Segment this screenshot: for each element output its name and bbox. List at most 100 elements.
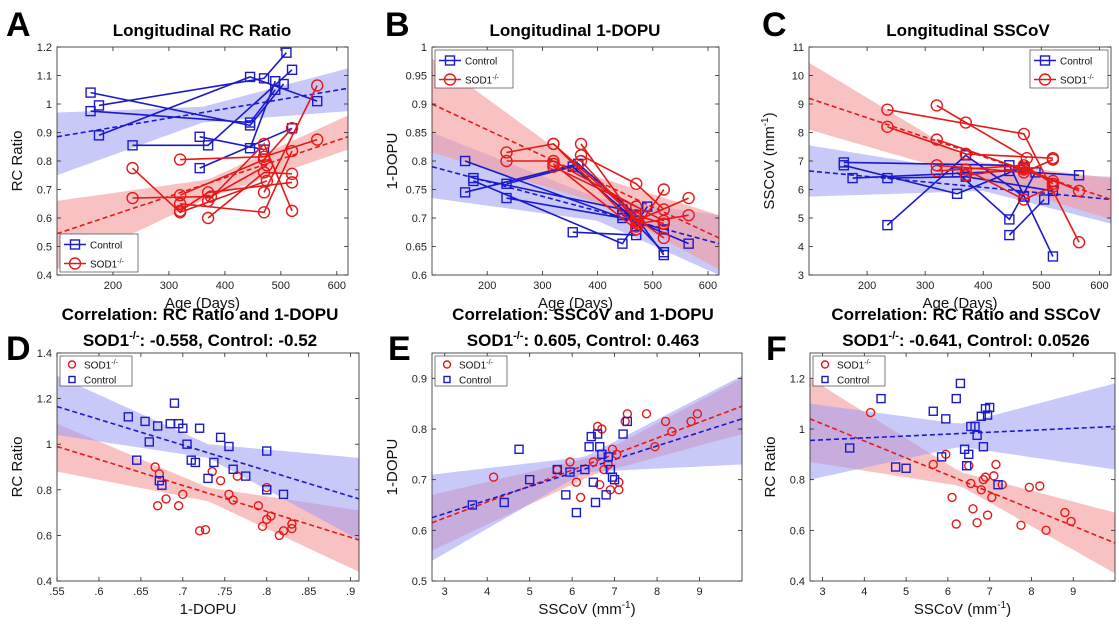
data-point-control — [951, 188, 963, 199]
data-point-control — [258, 73, 270, 84]
data-point-control — [607, 472, 618, 482]
data-point-control — [1004, 229, 1015, 241]
chart-title: Correlation: SSCoV and 1-DOPU — [452, 305, 714, 324]
data-point-control — [588, 477, 599, 487]
y-tick-label: 0.95 — [406, 71, 427, 83]
subject-line-sod1 — [887, 108, 1080, 243]
x-axis-label-text: Age (Days) — [165, 295, 240, 312]
trend-line-control — [432, 418, 742, 519]
x-tick-label: 3 — [442, 586, 448, 598]
x-axis-label: Age (Days) — [538, 295, 613, 312]
x-tick-label: 600 — [699, 280, 717, 292]
subject-line-control — [1008, 198, 1045, 236]
data-point-sod1 — [201, 194, 215, 208]
subtitle-text: : -0.641, Control: 0.0526 — [899, 331, 1090, 350]
data-point-sod1 — [575, 492, 586, 503]
y-tick-label: 0.65 — [406, 242, 427, 254]
legend-label-sod1: SOD1-/- — [837, 360, 872, 372]
data-point-sod1 — [1041, 525, 1051, 536]
data-point-sod1 — [126, 161, 139, 175]
y-tick-label: 1.2 — [37, 42, 52, 54]
x-axis-label-text: 1-DOPU — [180, 601, 237, 618]
data-point-control — [501, 178, 512, 190]
subtitle-prefix: SOD1 — [83, 331, 129, 350]
data-point-sod1 — [1017, 193, 1031, 206]
data-point-sod1 — [620, 416, 630, 427]
y-tick-label: 0.6 — [37, 530, 52, 542]
subject-line-control — [90, 89, 276, 124]
y-tick-label: 0.7 — [412, 475, 427, 487]
trend-line-sod1 — [57, 445, 359, 541]
data-point-sod1 — [1046, 180, 1060, 193]
data-point-sod1 — [574, 154, 588, 168]
legend-label-sod1: SOD1-/- — [84, 360, 119, 372]
data-point-sod1 — [1072, 236, 1086, 249]
panel-C: C Longitudinal SSCoV 200 300 400 500 600 3 4 5 6 7 8… — [760, 6, 1112, 312]
y-axis-label-close: ) — [761, 112, 778, 117]
data-point-sod1 — [959, 147, 973, 161]
data-point-control — [567, 227, 578, 238]
trend-line-control — [810, 425, 1115, 442]
x-tick-label: .9 — [346, 586, 355, 598]
confidence-band-control — [810, 383, 1115, 480]
subtitle-superscript: -/- — [889, 330, 900, 342]
data-point-control — [618, 429, 628, 439]
x-tick-label: .7 — [178, 586, 187, 598]
data-point-sod1 — [976, 485, 987, 495]
subject-line-control — [98, 52, 288, 107]
legend-label-superscript: -/- — [492, 75, 499, 82]
confidence-band-sod1 — [809, 62, 1111, 220]
y-axis-label-text: 1-DOPU — [384, 439, 401, 496]
data-point-sod1 — [660, 416, 671, 427]
data-point-control — [262, 446, 272, 456]
x-tick-label: 5 — [903, 586, 909, 598]
data-point-control — [459, 187, 471, 198]
data-point-sod1 — [1072, 184, 1086, 198]
y-tick-label: 1 — [421, 42, 427, 54]
data-point-sod1 — [152, 501, 163, 511]
data-point-sod1 — [285, 204, 299, 218]
subtitle-superscript: -/- — [129, 330, 140, 342]
data-point-sod1 — [1016, 520, 1026, 530]
y-axis-label: 1-DOPU — [384, 133, 401, 190]
y-tick-label: 9 — [798, 99, 804, 111]
confidence-band-control — [809, 145, 1111, 224]
y-tick-label: 0.4 — [37, 576, 52, 588]
data-point-control — [571, 507, 582, 518]
x-tick-label: .65 — [133, 586, 148, 598]
legend-label-control: Control — [459, 376, 491, 387]
chart-title: Correlation: RC Ratio and 1-DOPU — [62, 305, 339, 324]
data-point-control — [157, 480, 167, 490]
data-point-control — [123, 412, 134, 422]
data-point-sod1 — [154, 469, 165, 479]
legend-label-text: SOD1 — [459, 361, 487, 372]
data-point-control — [683, 238, 694, 249]
data-point-sod1 — [982, 510, 993, 520]
panel-label: D — [6, 330, 31, 368]
legend: Control SOD1-/- — [434, 49, 514, 89]
data-point-control — [601, 490, 611, 500]
x-tick-label: 400 — [588, 280, 606, 292]
legend-label-control: Control — [90, 241, 122, 252]
data-point-sod1 — [930, 159, 943, 172]
data-point-sod1 — [215, 475, 226, 486]
y-tick-label: 0.5 — [37, 242, 52, 254]
x-axis-label-text: Age (Days) — [922, 295, 997, 312]
data-point-control — [514, 444, 524, 454]
data-point-sod1 — [285, 167, 299, 181]
data-point-control — [286, 64, 298, 76]
data-point-control — [203, 473, 213, 484]
data-point-sod1 — [881, 120, 894, 134]
data-point-control — [609, 474, 620, 485]
data-point-sod1 — [978, 474, 989, 485]
data-point-control — [194, 131, 205, 142]
data-point-control — [631, 229, 642, 241]
plot-area — [809, 62, 1111, 262]
data-point-sod1 — [574, 149, 588, 162]
legend-marker-sod1 — [68, 257, 82, 270]
x-tick-label: .6 — [94, 586, 103, 598]
data-point-sod1 — [173, 188, 187, 202]
plot-area — [432, 375, 742, 561]
y-tick-label: 0.6 — [412, 525, 427, 537]
